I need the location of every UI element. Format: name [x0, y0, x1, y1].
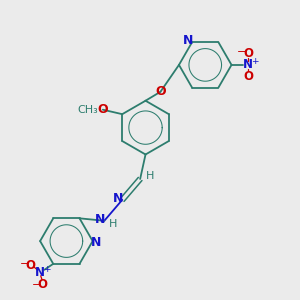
Text: +: +: [251, 57, 259, 66]
Text: N: N: [113, 192, 124, 205]
Text: O: O: [98, 103, 108, 116]
Text: H: H: [109, 219, 118, 230]
Text: −: −: [237, 47, 246, 57]
Text: O: O: [26, 259, 36, 272]
Text: N: N: [95, 213, 106, 226]
Text: N: N: [183, 34, 194, 47]
Text: H: H: [146, 171, 154, 181]
Text: N: N: [243, 58, 253, 71]
Text: CH₃: CH₃: [77, 105, 98, 115]
Text: O: O: [243, 47, 253, 60]
Text: N: N: [92, 236, 102, 249]
Text: O: O: [243, 70, 253, 83]
Text: −: −: [32, 280, 41, 290]
Text: O: O: [38, 278, 48, 291]
Text: N: N: [35, 266, 45, 279]
Text: O: O: [155, 85, 166, 98]
Text: +: +: [43, 265, 50, 274]
Text: −: −: [20, 259, 29, 269]
